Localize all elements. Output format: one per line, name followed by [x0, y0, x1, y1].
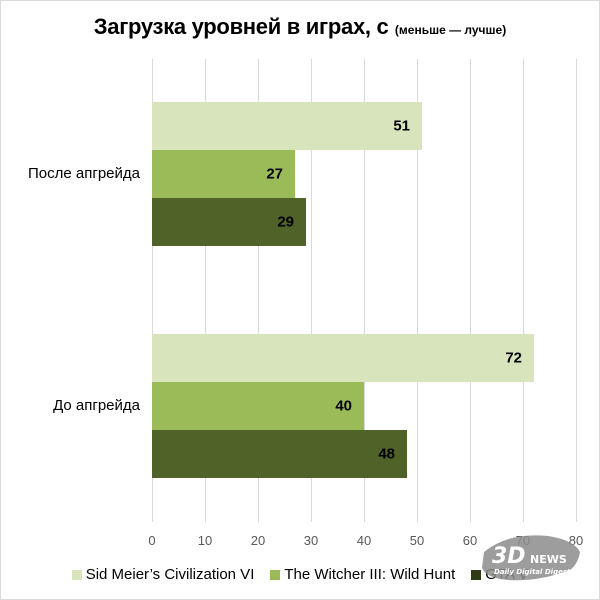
x-tick-50: 50	[409, 533, 425, 548]
category-label-before: До апгрейда	[53, 397, 140, 414]
bar-after-gta: 29	[152, 198, 306, 246]
watermark-news-text: NEWS	[530, 553, 567, 566]
bar-value: 40	[335, 397, 352, 415]
bar-value: 48	[378, 445, 395, 463]
gridline-80	[576, 59, 577, 522]
legend-item-civilization: Sid Meier’s Civilization VI	[71, 566, 255, 583]
bar-before-gta: 48	[152, 430, 407, 478]
gridline-60	[470, 59, 471, 522]
watermark-tagline: Daily Digital Digest	[494, 568, 571, 576]
x-tick-0: 0	[148, 533, 156, 548]
gridline-40	[364, 59, 365, 522]
bar-value: 27	[266, 165, 283, 183]
bar-value: 51	[393, 117, 410, 135]
x-tick-40: 40	[356, 533, 372, 548]
gridline-70	[523, 59, 524, 522]
legend-swatch	[71, 569, 82, 580]
3dnews-watermark-logo: 3D NEWS Daily Digital Digest	[482, 535, 580, 581]
watermark-logo-text: 3D	[492, 544, 526, 569]
plot-area: 51 27 29 72 40 48	[152, 59, 577, 522]
x-tick-30: 30	[303, 533, 319, 548]
chart-title: Загрузка уровней в играх, с (меньше — лу…	[0, 14, 600, 40]
legend-swatch	[471, 569, 482, 580]
bar-after-civilization: 51	[152, 102, 422, 150]
legend-label: Sid Meier’s Civilization VI	[85, 566, 255, 583]
bar-value: 29	[277, 213, 294, 231]
x-tick-10: 10	[197, 533, 213, 548]
bar-after-witcher: 27	[152, 150, 295, 198]
gridline-30	[311, 59, 312, 522]
gridline-10	[205, 59, 206, 522]
category-label-after: После апгрейда	[28, 165, 140, 182]
legend-swatch	[270, 569, 281, 580]
bar-before-civilization: 72	[152, 334, 534, 382]
x-tick-60: 60	[462, 533, 478, 548]
x-tick-20: 20	[250, 533, 266, 548]
gridline-50	[417, 59, 418, 522]
gridline-20	[258, 59, 259, 522]
legend-item-witcher: The Witcher III: Wild Hunt	[270, 566, 455, 583]
gridline-0	[152, 59, 153, 522]
chart-title-main: Загрузка уровней в играх, с	[93, 14, 389, 39]
bar-before-witcher: 40	[152, 382, 364, 430]
legend-label: The Witcher III: Wild Hunt	[284, 566, 456, 583]
bar-value: 72	[505, 349, 522, 367]
chart-title-subtitle: (меньше — лучше)	[394, 23, 507, 37]
